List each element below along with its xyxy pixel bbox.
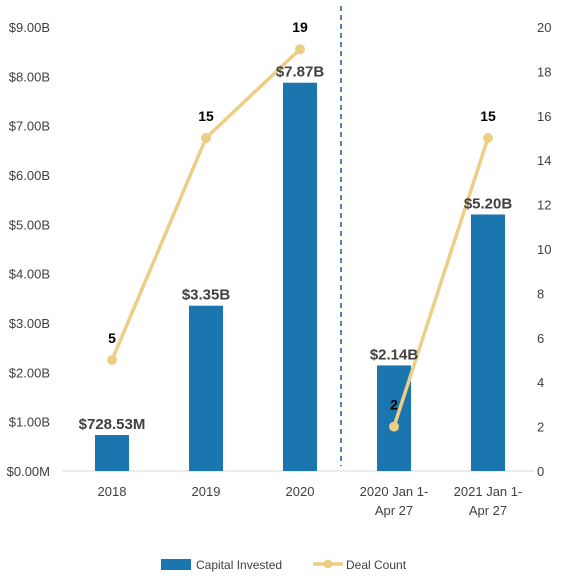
- legend: Capital Invested Deal Count: [161, 558, 407, 572]
- capital-invested-label: $7.87B: [276, 64, 325, 81]
- legend-label-capital-invested: Capital Invested: [196, 558, 282, 572]
- capital-invested-label: $5.20B: [464, 195, 513, 212]
- legend-line-marker: [323, 559, 333, 569]
- deal-count-point: [107, 355, 117, 365]
- x-axis-ticks: 2018 2019 2020 2020 Jan 1-Apr 27 2021 Jan 1-…: [98, 484, 523, 518]
- deal-count-label: 15: [198, 108, 214, 124]
- x-tick-label: 2020: [286, 484, 315, 499]
- legend-item-capital-invested: Capital Invested: [161, 558, 282, 572]
- y-right-tick-label: 12: [537, 198, 551, 213]
- deal-count-point: [389, 421, 399, 432]
- capital-invested-label: $728.53M: [79, 416, 146, 433]
- y-right-tick-label: 10: [537, 242, 551, 257]
- y-right-axis-ticks: 0 2 4 6 8 10 12 14 16 18 20: [537, 20, 551, 479]
- capital-invested-bar: [471, 214, 505, 471]
- legend-item-deal-count: Deal Count: [313, 558, 407, 572]
- capital-invested-labels: $728.53M $3.35B $7.87B $2.14B $5.20B: [79, 64, 513, 433]
- y-right-tick-label: 18: [537, 64, 551, 79]
- deal-count-label: 5: [108, 330, 116, 346]
- deal-count-line: [392, 137, 490, 428]
- deal-count-labels: 5 15 19 2 15: [108, 19, 496, 412]
- y-left-tick-label: $8.00B: [9, 69, 50, 84]
- y-left-tick-label: $4.00B: [9, 267, 50, 282]
- deal-count-label: 2: [390, 397, 398, 413]
- y-left-tick-label: $5.00B: [9, 217, 50, 232]
- y-left-tick-label: $0.00M: [7, 464, 50, 479]
- deal-count-point: [483, 133, 493, 143]
- capital-invested-label: $2.14B: [370, 346, 419, 363]
- y-right-tick-label: 14: [537, 153, 551, 168]
- y-left-tick-label: $7.00B: [9, 119, 50, 134]
- x-tick-label: 2021 Jan 1-Apr 27: [454, 484, 523, 518]
- y-left-tick-label: $6.00B: [9, 168, 50, 183]
- y-right-tick-label: 16: [537, 109, 551, 124]
- y-right-tick-label: 8: [537, 286, 544, 301]
- deal-count-points: [107, 44, 493, 432]
- x-tick-label: 2018: [98, 484, 127, 499]
- y-right-tick-label: 20: [537, 20, 551, 35]
- deal-count-label: 15: [480, 108, 496, 124]
- y-right-tick-label: 6: [537, 331, 544, 346]
- legend-label-deal-count: Deal Count: [346, 558, 407, 572]
- capital-invested-bars: [95, 82, 505, 471]
- x-tick-label: 2019: [192, 484, 221, 499]
- capital-invested-bar: [95, 435, 129, 471]
- capital-invested-label: $3.35B: [182, 287, 231, 304]
- capital-invested-bar: [189, 305, 223, 471]
- y-right-tick-label: 2: [537, 420, 544, 435]
- y-left-tick-label: $2.00B: [9, 365, 50, 380]
- capital-invested-bar: [283, 82, 317, 471]
- y-right-tick-label: 0: [537, 464, 544, 479]
- y-left-tick-label: $1.00B: [9, 415, 50, 430]
- y-left-tick-label: $9.00B: [9, 20, 50, 35]
- deal-count-point: [295, 44, 305, 55]
- legend-bar-swatch: [161, 559, 191, 570]
- deal-count-label: 19: [292, 19, 308, 35]
- x-tick-label: 2020 Jan 1-Apr 27: [360, 484, 429, 518]
- deal-count-point: [201, 133, 211, 143]
- y-left-axis-ticks: $0.00M $1.00B $2.00B $3.00B $4.00B $5.00B $6.0…: [7, 20, 50, 479]
- y-left-tick-label: $3.00B: [9, 316, 50, 331]
- y-right-tick-label: 4: [537, 375, 544, 390]
- capital-invested-bar: [377, 365, 411, 471]
